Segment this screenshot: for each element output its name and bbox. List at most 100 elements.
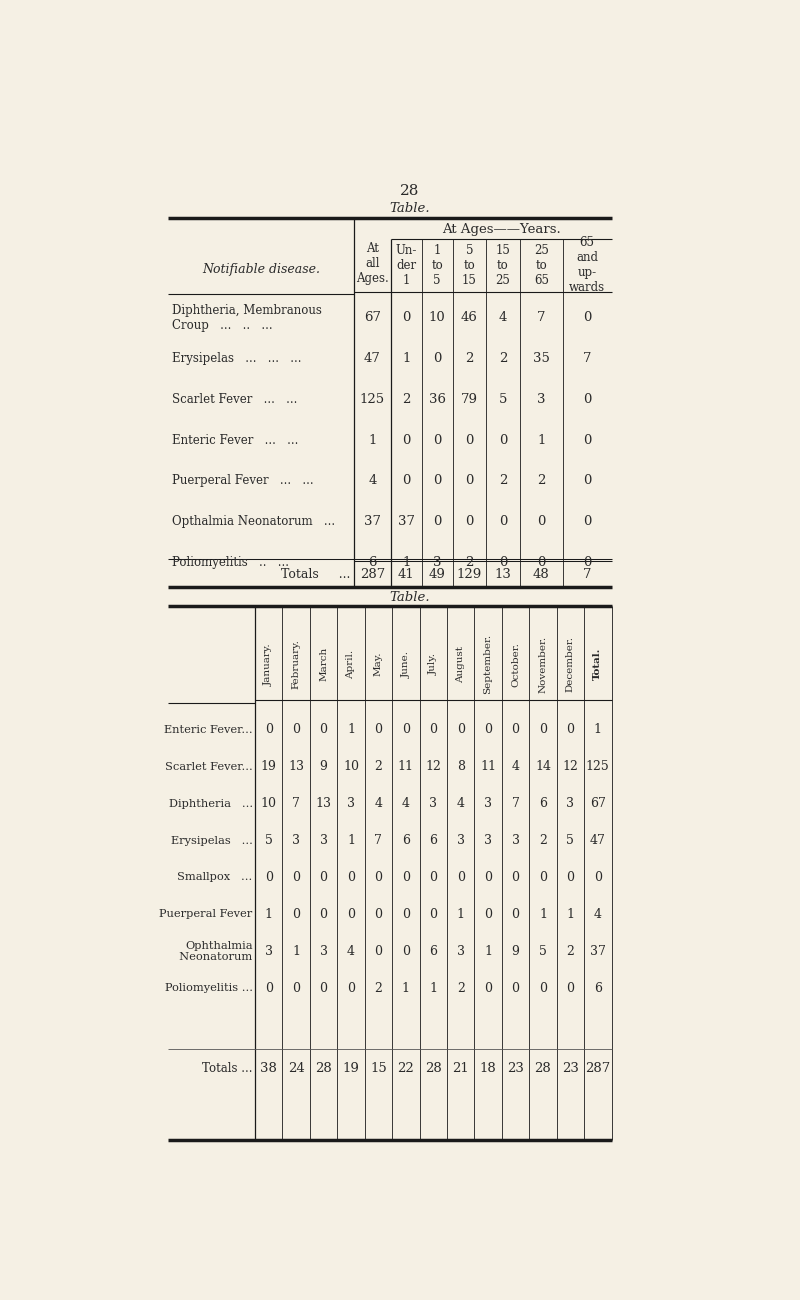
Text: 1: 1 xyxy=(368,434,377,447)
Text: 0: 0 xyxy=(402,907,410,920)
Text: 1: 1 xyxy=(402,352,410,365)
Text: 287: 287 xyxy=(360,568,385,581)
Text: 0: 0 xyxy=(537,556,546,569)
Text: Diphtheria, Membranous
Croup   ...   ..   ...: Diphtheria, Membranous Croup ... .. ... xyxy=(172,304,322,332)
Text: 2: 2 xyxy=(374,982,382,994)
Text: Totals ...: Totals ... xyxy=(202,1062,253,1075)
Text: 0: 0 xyxy=(402,871,410,884)
Text: 18: 18 xyxy=(480,1062,497,1075)
Text: 4: 4 xyxy=(499,311,507,324)
Text: 14: 14 xyxy=(535,760,551,774)
Text: 65
and
up-
wards: 65 and up- wards xyxy=(569,237,605,294)
Text: 47: 47 xyxy=(364,352,381,365)
Text: June.: June. xyxy=(402,651,410,677)
Text: 125: 125 xyxy=(586,760,610,774)
Text: 0: 0 xyxy=(566,723,574,736)
Text: 5
to
15: 5 to 15 xyxy=(462,244,477,287)
Text: At Ages——Years.: At Ages——Years. xyxy=(442,224,561,237)
Text: 0: 0 xyxy=(539,871,547,884)
Text: 1: 1 xyxy=(402,556,410,569)
Text: 2: 2 xyxy=(537,474,546,488)
Text: 22: 22 xyxy=(398,1062,414,1075)
Text: Smallpox   ...: Smallpox ... xyxy=(178,872,253,883)
Text: 1: 1 xyxy=(430,982,438,994)
Text: 11: 11 xyxy=(398,760,414,774)
Text: 48: 48 xyxy=(533,568,550,581)
Text: May.: May. xyxy=(374,653,383,676)
Text: 10: 10 xyxy=(343,760,359,774)
Text: 23: 23 xyxy=(562,1062,579,1075)
Text: Scarlet Fever...: Scarlet Fever... xyxy=(165,762,253,772)
Text: 0: 0 xyxy=(430,871,438,884)
Text: Opthalmia Neonatorum   ...: Opthalmia Neonatorum ... xyxy=(172,515,335,528)
Text: 0: 0 xyxy=(511,982,519,994)
Text: 0: 0 xyxy=(292,871,300,884)
Text: 5: 5 xyxy=(566,835,574,848)
Text: 2: 2 xyxy=(499,352,507,365)
Text: 2: 2 xyxy=(374,760,382,774)
Text: 10: 10 xyxy=(429,311,446,324)
Text: 125: 125 xyxy=(360,393,385,406)
Text: 1
to
5: 1 to 5 xyxy=(431,244,443,287)
Text: 0: 0 xyxy=(347,871,355,884)
Text: 15
to
25: 15 to 25 xyxy=(495,244,510,287)
Text: 9: 9 xyxy=(511,945,519,958)
Text: 11: 11 xyxy=(480,760,496,774)
Text: 21: 21 xyxy=(452,1062,469,1075)
Text: 0: 0 xyxy=(374,723,382,736)
Text: 0: 0 xyxy=(433,515,442,528)
Text: 0: 0 xyxy=(402,311,410,324)
Text: 0: 0 xyxy=(292,723,300,736)
Text: 7: 7 xyxy=(537,311,546,324)
Text: 46: 46 xyxy=(461,311,478,324)
Text: December.: December. xyxy=(566,636,575,692)
Text: 0: 0 xyxy=(433,474,442,488)
Text: 0: 0 xyxy=(537,515,546,528)
Text: 0: 0 xyxy=(583,556,591,569)
Text: 3: 3 xyxy=(430,797,438,810)
Text: 1: 1 xyxy=(457,907,465,920)
Text: 0: 0 xyxy=(594,871,602,884)
Text: 4: 4 xyxy=(511,760,519,774)
Text: 0: 0 xyxy=(457,723,465,736)
Text: 13: 13 xyxy=(315,797,331,810)
Text: 1: 1 xyxy=(484,945,492,958)
Text: 8: 8 xyxy=(457,760,465,774)
Text: July.: July. xyxy=(429,653,438,675)
Text: 0: 0 xyxy=(539,982,547,994)
Text: 19: 19 xyxy=(261,760,277,774)
Text: 25
to
65: 25 to 65 xyxy=(534,244,549,287)
Text: 0: 0 xyxy=(402,723,410,736)
Text: 3: 3 xyxy=(457,945,465,958)
Text: 1: 1 xyxy=(347,723,355,736)
Text: Table.: Table. xyxy=(390,590,430,603)
Text: 28: 28 xyxy=(534,1062,551,1075)
Text: 0: 0 xyxy=(484,907,492,920)
Text: 287: 287 xyxy=(585,1062,610,1075)
Text: 1: 1 xyxy=(292,945,300,958)
Text: April.: April. xyxy=(346,650,355,679)
Text: 0: 0 xyxy=(374,871,382,884)
Text: August: August xyxy=(456,646,465,682)
Text: 3: 3 xyxy=(484,797,492,810)
Text: February.: February. xyxy=(292,640,301,689)
Text: 0: 0 xyxy=(319,982,327,994)
Text: 23: 23 xyxy=(507,1062,524,1075)
Text: 3: 3 xyxy=(292,835,300,848)
Text: 0: 0 xyxy=(511,871,519,884)
Text: Puerperal Fever   ...   ...: Puerperal Fever ... ... xyxy=(172,474,314,488)
Text: 10: 10 xyxy=(261,797,277,810)
Text: 2: 2 xyxy=(465,352,474,365)
Text: 5: 5 xyxy=(499,393,507,406)
Text: 2: 2 xyxy=(539,835,547,848)
Text: 7: 7 xyxy=(583,352,591,365)
Text: 0: 0 xyxy=(511,723,519,736)
Text: March: March xyxy=(319,647,328,681)
Text: 0: 0 xyxy=(583,434,591,447)
Text: 0: 0 xyxy=(566,982,574,994)
Text: 3: 3 xyxy=(265,945,273,958)
Text: 49: 49 xyxy=(429,568,446,581)
Text: At
all
Ages.: At all Ages. xyxy=(356,242,389,285)
Text: 0: 0 xyxy=(430,723,438,736)
Text: 4: 4 xyxy=(594,907,602,920)
